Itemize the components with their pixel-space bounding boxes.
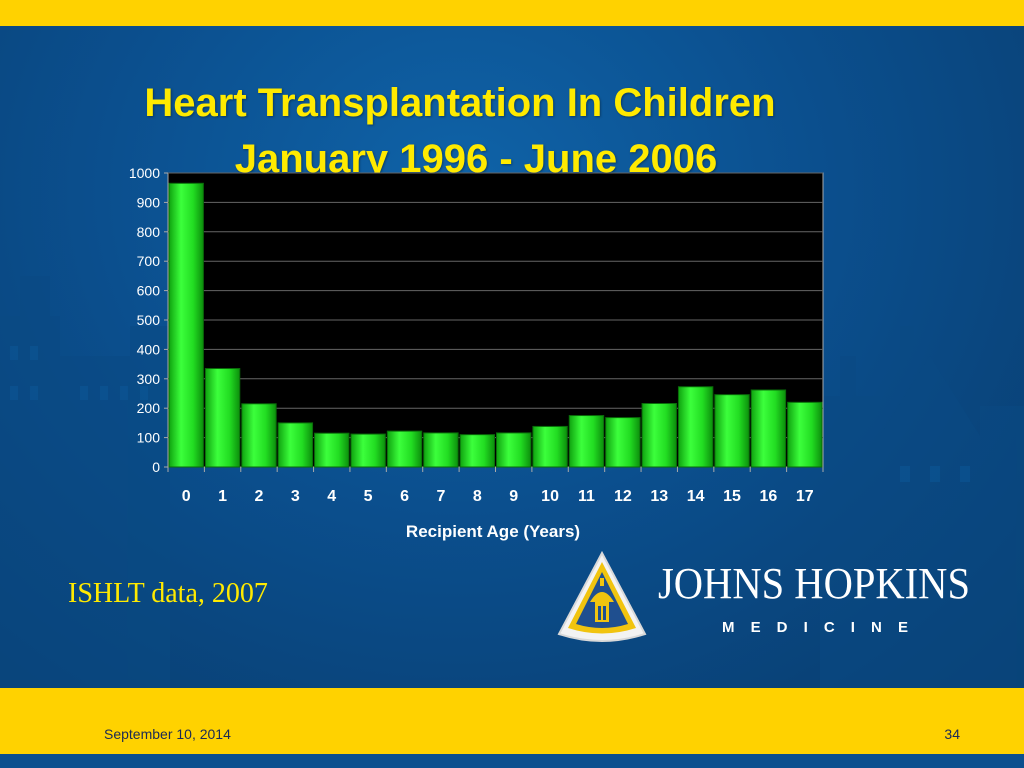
- bar-age-1: [204, 368, 241, 468]
- x-tick-label: 16: [760, 488, 778, 505]
- x-axis-ticks: 0 1 2 3 4 5 6 7 8 9 10 11 12 13 14 15 16 17: [167, 467, 824, 505]
- x-axis-label: Recipient Age (Years): [406, 522, 580, 541]
- y-tick-label: 300: [137, 371, 161, 387]
- bar-age-5: [350, 433, 386, 468]
- bar-age-0: [168, 182, 204, 468]
- x-tick-label: 8: [473, 488, 482, 505]
- page-number: 34: [944, 726, 960, 742]
- x-tick-label: 6: [400, 488, 409, 505]
- y-tick-label: 800: [137, 224, 161, 240]
- logo-wordmark: JOHNS HOPKINS: [658, 559, 970, 608]
- x-tick-label: 1: [218, 488, 227, 505]
- x-tick-label: 15: [723, 488, 741, 505]
- bar-age-8: [459, 434, 496, 468]
- bar-age-6: [386, 430, 423, 468]
- bar-age-7: [423, 432, 459, 468]
- logo-subtitle: MEDICINE: [722, 619, 908, 636]
- bar-age-9: [496, 432, 532, 468]
- footer-date: September 10, 2014: [104, 726, 231, 742]
- x-tick-label: 0: [182, 488, 191, 505]
- bar-age-16: [750, 389, 787, 468]
- top-accent-bar: [0, 0, 1024, 26]
- x-tick-label: 10: [541, 488, 559, 505]
- x-tick-label: 13: [650, 488, 668, 505]
- y-tick-label: 700: [137, 253, 161, 269]
- y-tick-label: 1000: [129, 165, 160, 181]
- y-tick-label: 200: [137, 400, 161, 416]
- x-tick-label: 9: [509, 488, 518, 505]
- background-building-image: [0, 276, 1024, 688]
- x-tick-label: 2: [255, 488, 264, 505]
- dome-shield-icon: [557, 550, 647, 642]
- bar-age-3: [277, 422, 314, 468]
- bar-age-17: [787, 401, 823, 468]
- y-axis-ticks: 0 100 200 300 400 500 600 700 800 900 1000: [129, 165, 168, 475]
- y-tick-label: 600: [137, 283, 161, 299]
- y-tick-label: 500: [137, 312, 161, 328]
- bar-age-2: [241, 403, 277, 468]
- johns-hopkins-logo: JOHNS HOPKINS MEDICINE: [557, 550, 970, 642]
- x-tick-label: 11: [578, 488, 595, 505]
- bars: [168, 182, 823, 468]
- bar-age-4: [314, 432, 350, 468]
- bar-age-11: [568, 415, 605, 468]
- bar-age-10: [532, 425, 568, 468]
- y-tick-label: 400: [137, 341, 161, 357]
- x-tick-label: 7: [436, 488, 445, 505]
- x-tick-label: 5: [364, 488, 373, 505]
- slide-title: Heart Transplantation In Children: [144, 81, 776, 125]
- bar-age-14: [677, 386, 714, 468]
- x-tick-label: 3: [291, 488, 300, 505]
- bar-age-13: [641, 402, 677, 468]
- footer-bar: [0, 688, 1024, 754]
- bar-age-12: [605, 417, 641, 468]
- x-tick-label: 17: [796, 488, 814, 505]
- bar-age-15: [714, 394, 750, 468]
- y-tick-label: 900: [137, 194, 161, 210]
- y-tick-label: 100: [137, 430, 161, 446]
- x-tick-label: 4: [327, 488, 336, 505]
- bottom-accent-strip: [0, 754, 1024, 768]
- y-tick-label: 0: [152, 459, 160, 475]
- source-citation: ISHLT data, 2007: [68, 578, 268, 609]
- x-tick-label: 14: [687, 488, 705, 505]
- x-tick-label: 12: [614, 488, 632, 505]
- gridlines: [168, 172, 823, 439]
